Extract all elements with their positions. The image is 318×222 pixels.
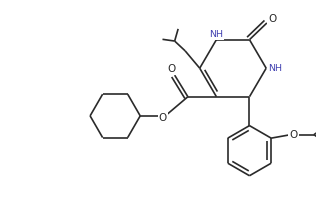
Text: O: O <box>289 130 298 140</box>
Text: O: O <box>167 64 175 74</box>
Text: O: O <box>268 14 276 24</box>
Text: NH: NH <box>210 30 224 39</box>
Text: NH: NH <box>268 64 282 73</box>
Text: O: O <box>159 113 167 123</box>
